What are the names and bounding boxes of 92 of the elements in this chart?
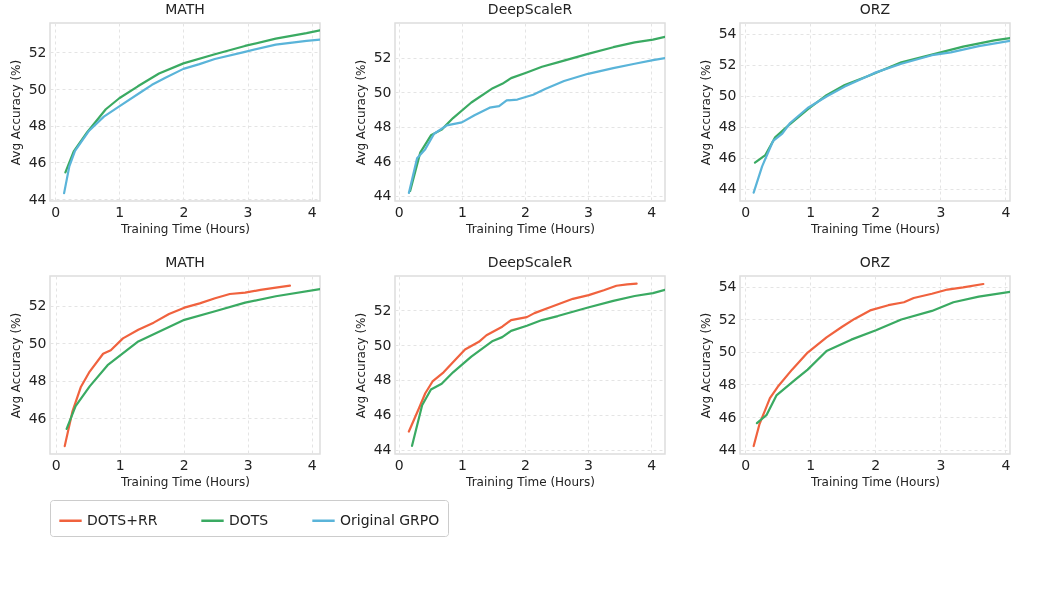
x-tick-label: 4 bbox=[1001, 456, 1011, 473]
y-tick-label: 46 bbox=[28, 153, 47, 170]
x-tick-label: 3 bbox=[584, 456, 593, 473]
y-tick-label: 48 bbox=[718, 376, 737, 392]
y-tick-label: 52 bbox=[718, 56, 737, 73]
y-tick-label: 46 bbox=[718, 149, 737, 166]
x-tick-label: 0 bbox=[394, 203, 404, 220]
y-tick-label: 46 bbox=[28, 409, 47, 426]
x-tick-label: 3 bbox=[584, 203, 593, 220]
x-tick-label: 0 bbox=[394, 456, 404, 473]
x-tick-label: 4 bbox=[307, 203, 317, 220]
x-tick-label: 1 bbox=[457, 203, 467, 220]
x-tick-label: 4 bbox=[647, 456, 657, 473]
x-tick-label: 4 bbox=[1001, 203, 1011, 220]
chart-title: MATH bbox=[165, 254, 205, 270]
line-series bbox=[752, 282, 985, 448]
x-tick-label: 3 bbox=[243, 456, 253, 473]
x-tick-label: 2 bbox=[520, 203, 530, 220]
y-tick-label: 52 bbox=[28, 297, 47, 314]
y-tick-label: 44 bbox=[718, 441, 737, 458]
line-series bbox=[64, 29, 320, 174]
y-tick-label: 50 bbox=[373, 336, 392, 353]
y-tick-label: 52 bbox=[718, 310, 737, 327]
y-tick-label: 44 bbox=[718, 180, 737, 197]
y-axis-title: Avg Accuracy (%) bbox=[698, 312, 713, 419]
y-tick-label: 52 bbox=[373, 49, 392, 66]
y-tick-label: 50 bbox=[718, 87, 737, 104]
y-tick-label: 46 bbox=[373, 152, 392, 169]
y-tick-label: 48 bbox=[373, 371, 392, 388]
x-tick-label: 3 bbox=[936, 456, 946, 473]
x-tick-label: 2 bbox=[520, 456, 530, 473]
y-axis-title: Avg Accuracy (%) bbox=[353, 312, 368, 419]
x-tick-label: 0 bbox=[51, 456, 61, 473]
y-tick-label: 48 bbox=[718, 118, 737, 135]
line-series bbox=[410, 288, 665, 447]
x-axis-title: Training Time (Hours) bbox=[810, 474, 940, 489]
x-tick-label: 1 bbox=[115, 456, 125, 473]
y-tick-label: 46 bbox=[373, 406, 392, 423]
legend-label: DOTS+RR bbox=[87, 511, 158, 528]
chart-title: DeepScaleR bbox=[487, 254, 573, 270]
y-tick-label: 48 bbox=[373, 118, 392, 135]
y-tick-label: 50 bbox=[28, 80, 47, 97]
x-tick-label: 0 bbox=[741, 456, 751, 473]
line-series bbox=[63, 284, 292, 448]
x-tick-label: 2 bbox=[871, 456, 881, 473]
x-tick-label: 1 bbox=[806, 203, 816, 220]
chart-title: ORZ bbox=[859, 1, 891, 17]
x-tick-label: 3 bbox=[243, 203, 253, 220]
line-series bbox=[63, 38, 320, 195]
x-tick-label: 0 bbox=[51, 203, 61, 220]
y-tick-label: 44 bbox=[373, 441, 392, 458]
x-tick-label: 4 bbox=[307, 456, 317, 473]
x-tick-label: 2 bbox=[871, 203, 881, 220]
legend-label: Original GRPO bbox=[340, 511, 440, 528]
chart-title: MATH bbox=[165, 1, 205, 17]
x-tick-label: 2 bbox=[179, 456, 189, 473]
line-series bbox=[752, 39, 1010, 194]
y-tick-label: 48 bbox=[28, 117, 47, 134]
y-axis-title: Avg Accuracy (%) bbox=[698, 59, 713, 166]
y-tick-label: 50 bbox=[373, 83, 392, 100]
y-tick-label: 54 bbox=[718, 278, 737, 295]
x-axis-title: Training Time (Hours) bbox=[465, 474, 595, 489]
line-series bbox=[753, 37, 1010, 164]
chart-title: DeepScaleR bbox=[487, 1, 573, 17]
line-series bbox=[407, 282, 638, 433]
y-tick-label: 52 bbox=[28, 43, 47, 60]
y-tick-label: 52 bbox=[373, 301, 392, 318]
line-series bbox=[755, 290, 1010, 425]
y-axis-title: Avg Accuracy (%) bbox=[8, 59, 23, 166]
x-tick-label: 4 bbox=[647, 203, 657, 220]
y-tick-label: 50 bbox=[28, 334, 47, 351]
y-axis-title: Avg Accuracy (%) bbox=[353, 59, 368, 166]
x-axis-title: Training Time (Hours) bbox=[120, 474, 250, 489]
y-tick-label: 48 bbox=[28, 372, 47, 389]
y-tick-label: 50 bbox=[718, 343, 737, 360]
x-axis-title: Training Time (Hours) bbox=[810, 221, 940, 236]
x-axis-title: Training Time (Hours) bbox=[465, 221, 595, 236]
y-tick-label: 46 bbox=[718, 408, 737, 425]
y-tick-label: 44 bbox=[373, 187, 392, 204]
x-tick-label: 1 bbox=[457, 456, 467, 473]
y-axis-title: Avg Accuracy (%) bbox=[8, 312, 23, 419]
x-tick-label: 1 bbox=[115, 203, 125, 220]
x-axis-title: Training Time (Hours) bbox=[120, 221, 250, 236]
x-tick-label: 0 bbox=[741, 203, 751, 220]
x-tick-label: 2 bbox=[179, 203, 189, 220]
chart-title: ORZ bbox=[859, 254, 891, 270]
y-tick-label: 54 bbox=[718, 25, 737, 42]
y-tick-label: 44 bbox=[28, 190, 47, 207]
x-tick-label: 1 bbox=[806, 456, 816, 473]
legend-label: DOTS bbox=[229, 511, 269, 528]
line-series bbox=[65, 288, 320, 430]
x-tick-label: 3 bbox=[936, 203, 946, 220]
